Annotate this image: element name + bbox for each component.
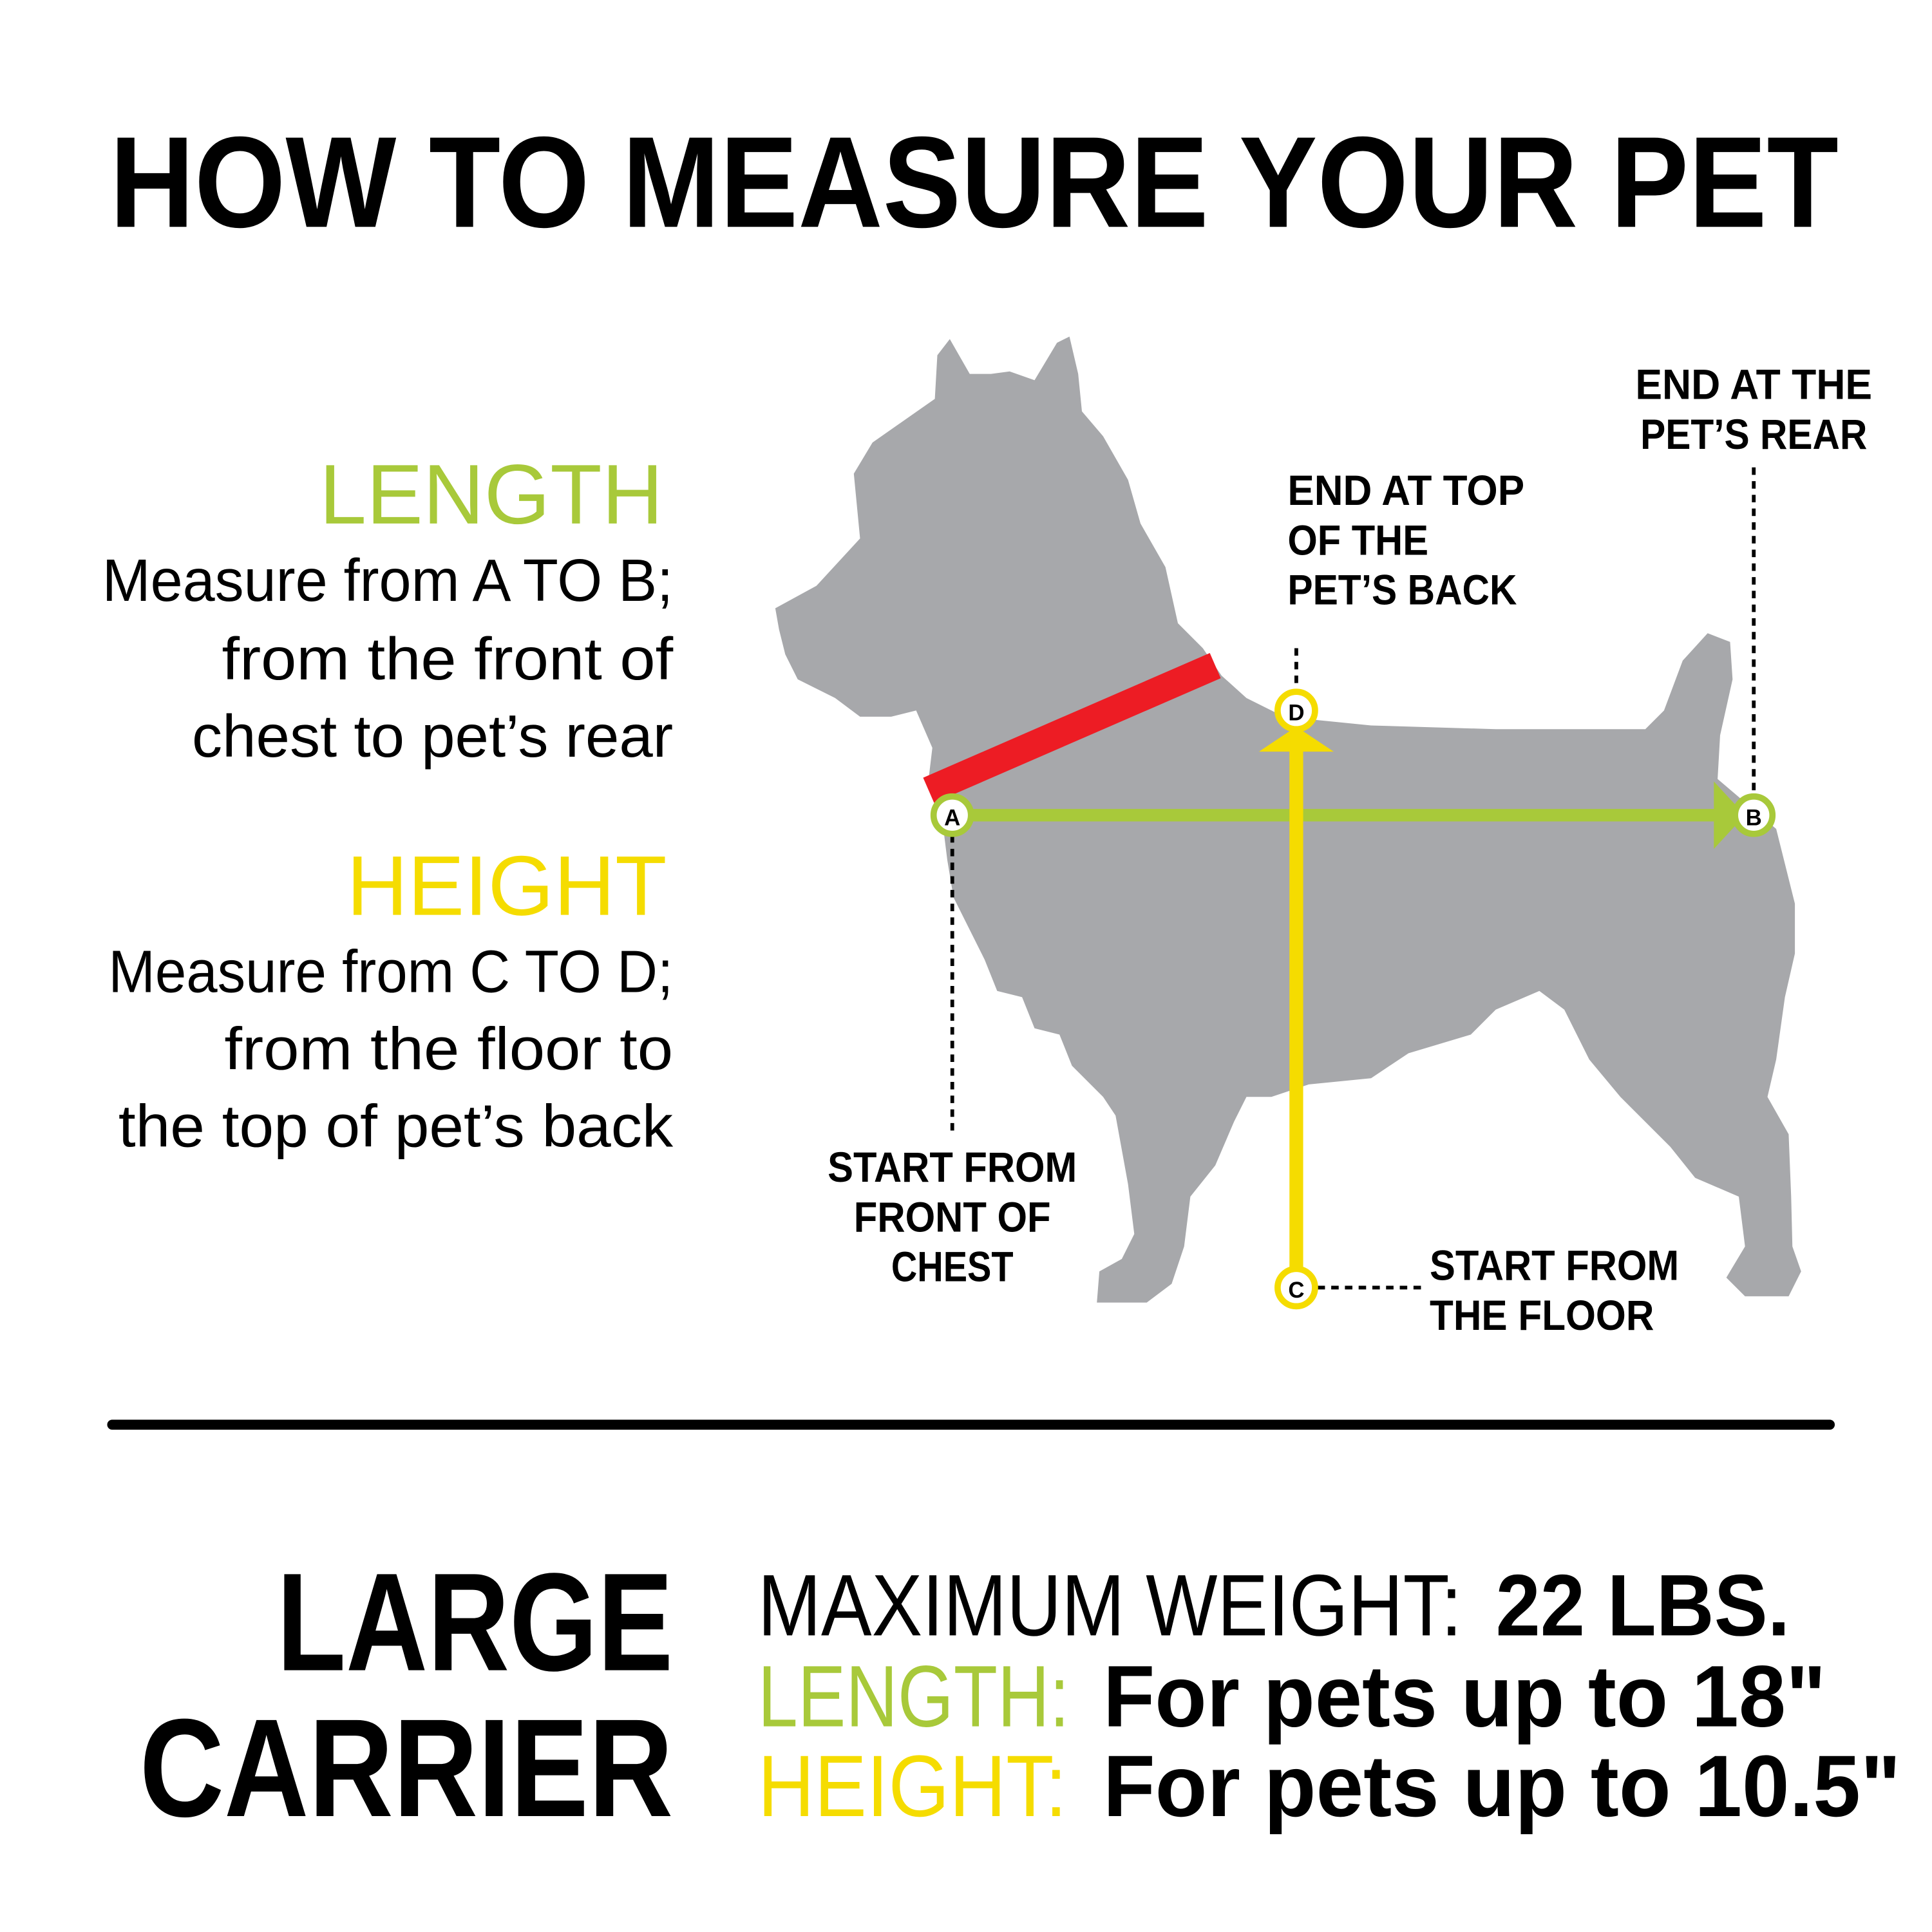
svg-text:START FROM: START FROM (828, 1143, 1077, 1191)
max-length: LENGTH: For pets up to 18" (758, 1647, 1826, 1745)
point-a: A (930, 793, 974, 837)
carrier-size: LARGE CARRIER (140, 1544, 673, 1846)
length-line: from the front of (222, 625, 674, 692)
svg-text:THE FLOOR: THE FLOOR (1430, 1291, 1654, 1339)
height-line: the top of pet’s back (118, 1093, 674, 1160)
label-rear: END AT THE PET’S REAR (1635, 360, 1872, 457)
height-line: from the floor to (224, 1016, 673, 1083)
label-floor: START FROM THE FLOOR (1430, 1242, 1679, 1339)
carrier-specs: MAXIMUM WEIGHT: 22 LBS. LENGTH: For pets… (758, 1556, 1901, 1835)
height-heading: HEIGHT (346, 838, 667, 933)
length-line: Measure from A TO B; (102, 547, 673, 614)
length-arrowhead (1714, 781, 1745, 849)
collar (923, 653, 1221, 803)
max-weight: MAXIMUM WEIGHT: 22 LBS. (758, 1556, 1790, 1654)
length-heading: LENGTH (319, 447, 663, 542)
height-instructions: HEIGHT Measure from C TO D; from the flo… (108, 838, 673, 1160)
point-b: B (1732, 793, 1776, 837)
svg-text:A: A (944, 805, 960, 830)
page-title: HOW TO MEASURE YOUR PET (109, 109, 1839, 254)
svg-text:END AT TOP: END AT TOP (1287, 466, 1524, 514)
svg-text:CHEST: CHEST (891, 1243, 1014, 1291)
label-back: END AT TOP OF THE PET’S BACK (1287, 466, 1524, 614)
svg-text:OF THE: OF THE (1287, 516, 1428, 564)
svg-text:FRONT OF: FRONT OF (854, 1193, 1051, 1240)
guide-lines (950, 467, 1756, 1290)
label-chest: START FROM FRONT OF CHEST (828, 1143, 1077, 1291)
svg-text:PET’S REAR: PET’S REAR (1640, 410, 1867, 458)
height-line: Measure from C TO D; (108, 938, 673, 1005)
svg-text:D: D (1288, 701, 1304, 726)
svg-text:LARGE: LARGE (277, 1544, 673, 1700)
svg-text:END AT THE: END AT THE (1635, 360, 1872, 408)
svg-text:START FROM: START FROM (1430, 1242, 1679, 1289)
length-instructions: LENGTH Measure from A TO B; from the fro… (102, 447, 674, 770)
svg-text:B: B (1746, 805, 1762, 830)
max-height: HEIGHT: For pets up to 10.5" (758, 1737, 1901, 1835)
svg-text:CARRIER: CARRIER (140, 1690, 673, 1846)
svg-text:PET’S BACK: PET’S BACK (1287, 566, 1517, 614)
length-line: chest to pet’s rear (192, 703, 673, 770)
svg-text:C: C (1288, 1278, 1304, 1303)
height-arrowhead (1258, 726, 1334, 752)
point-d: D (1274, 688, 1318, 733)
point-c: C (1274, 1265, 1318, 1310)
